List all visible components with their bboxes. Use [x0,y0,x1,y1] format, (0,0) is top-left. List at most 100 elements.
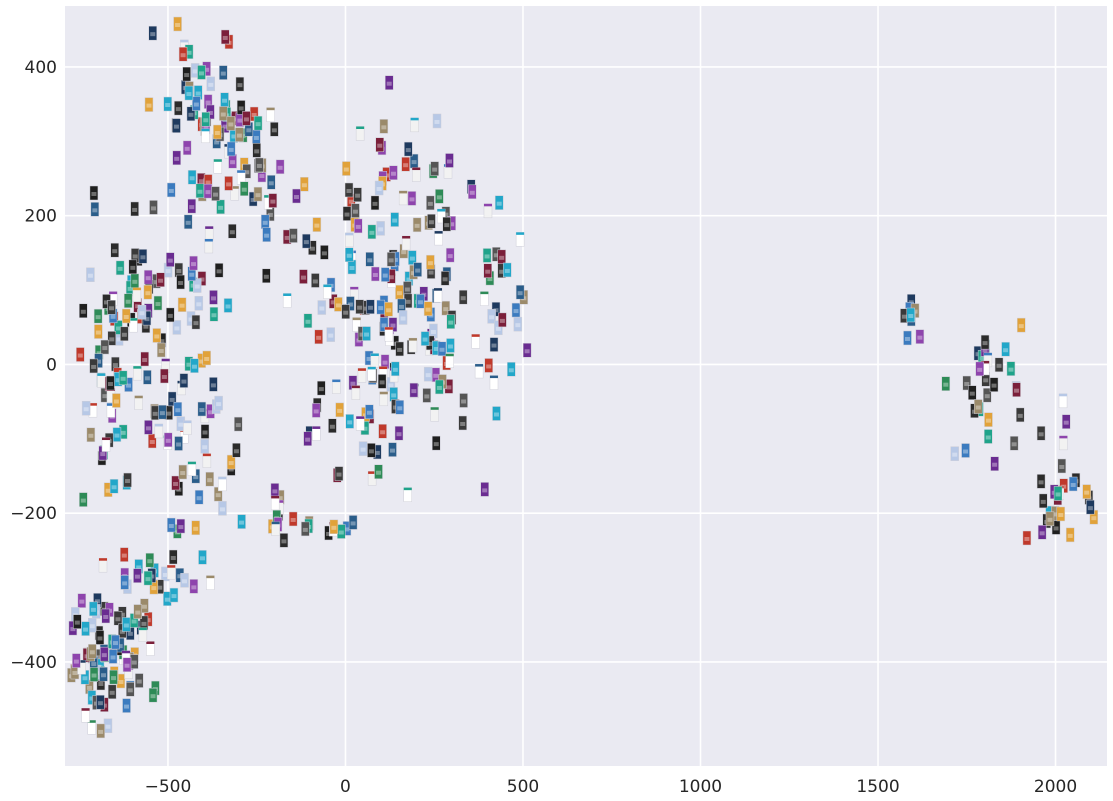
thumbnail-point [93,308,103,324]
thumbnail-point [434,230,443,246]
thumbnail-point [345,414,354,429]
thumbnail-point [183,214,193,230]
thumbnail-point [262,268,271,284]
thumbnail-point [401,156,410,172]
thumbnail-point [312,426,321,441]
thumbnail-point [239,181,249,196]
thumbnail-point [174,100,183,116]
thumbnail-point [206,104,215,120]
thumbnail-point [994,357,1004,373]
thumbnail-point [148,25,157,41]
thumbnail-point [480,482,489,497]
thumbnail-point [216,199,225,215]
thumbnail-point [270,122,279,137]
thumbnail-point [204,226,214,241]
thumbnail-point [219,65,228,80]
thumbnail-point [145,552,155,568]
thumbnail-point [122,698,131,713]
thumbnail-point [194,489,204,505]
thumbnail-point [120,575,129,590]
thumbnail-point [489,375,499,390]
thumbnail-point [300,176,309,192]
thumbnail-point [177,297,187,312]
thumbnail-point [403,487,412,502]
thumbnail-point [118,370,128,386]
thumbnail-point [213,159,223,174]
thumbnail-point [126,682,135,697]
thumbnail-point [130,273,140,289]
x-tick-label: 0 [340,777,351,797]
thumbnail-point [166,307,175,323]
thumbnail-point [961,443,970,458]
thumbnail-point [423,301,433,316]
thumbnail-point [351,385,361,400]
thumbnail-point [138,249,148,264]
thumbnail-point [86,267,95,282]
thumbnail-point [156,342,166,358]
thumbnail-point [446,314,456,329]
thumbnail-point [1036,474,1046,489]
thumbnail-point [484,358,493,373]
thumbnail-point [186,106,196,122]
thumbnail-point [169,549,178,565]
thumbnail-point [498,312,507,328]
thumbnail-point [77,593,87,608]
thumbnail-point [1038,493,1048,509]
thumbnail-point [252,143,261,158]
thumbnail-point [1012,382,1021,397]
thumbnail-point [332,379,341,394]
thumbnail-point [412,217,422,233]
thumbnail-point [209,306,219,322]
thumbnail-point [1015,407,1025,423]
thumbnail-point [282,293,292,308]
thumbnail-point [178,46,188,62]
thumbnail-point [214,263,224,278]
thumbnail-point [497,249,506,265]
thumbnail-point [983,429,993,444]
thumbnail-point [130,654,139,669]
thumbnail-point [435,379,444,395]
thumbnail-point [302,233,311,249]
thumbnail-point [435,189,444,204]
thumbnail-point [252,129,261,145]
thumbnail-point [226,141,236,157]
thumbnail-point [234,416,243,432]
thumbnail-point [1059,435,1068,451]
x-tick-label: −500 [145,777,192,797]
thumbnail-point [223,298,233,313]
thumbnail-point [213,124,222,140]
thumbnail-point [515,284,525,300]
thumbnail-point [191,314,201,330]
thumbnail-point [323,284,332,299]
thumbnail-point [376,299,385,315]
thumbnail-point [197,401,207,417]
thumbnail-point [513,316,523,332]
thumbnail-point [384,326,394,342]
thumbnail-point [209,290,218,305]
thumbnail-point [232,442,241,458]
thumbnail-point [187,461,197,476]
thumbnail-point [334,297,343,312]
thumbnail-point [167,182,176,198]
thumbnail-point [342,161,351,176]
thumbnail-point [144,420,153,435]
y-tick-label: 0 [46,355,57,375]
thumbnail-point [190,358,199,373]
thumbnail-point [87,720,96,735]
thumbnail-point [407,191,417,206]
thumbnail-point [89,358,98,374]
thumbnail-point [89,667,99,682]
thumbnail-point [189,255,198,271]
thumbnail-point [97,373,106,388]
thumbnail-point [167,517,176,533]
thumbnail-point [158,404,167,420]
thumbnail-point [262,227,271,242]
thumbnail-point [379,391,389,407]
thumbnail-point [130,201,139,217]
thumbnail-point [189,579,199,594]
thumbnail-point [446,338,455,353]
thumbnail-point [166,564,176,580]
thumbnail-point [271,521,280,536]
thumbnail-point [984,412,993,427]
thumbnail-point [236,100,246,115]
